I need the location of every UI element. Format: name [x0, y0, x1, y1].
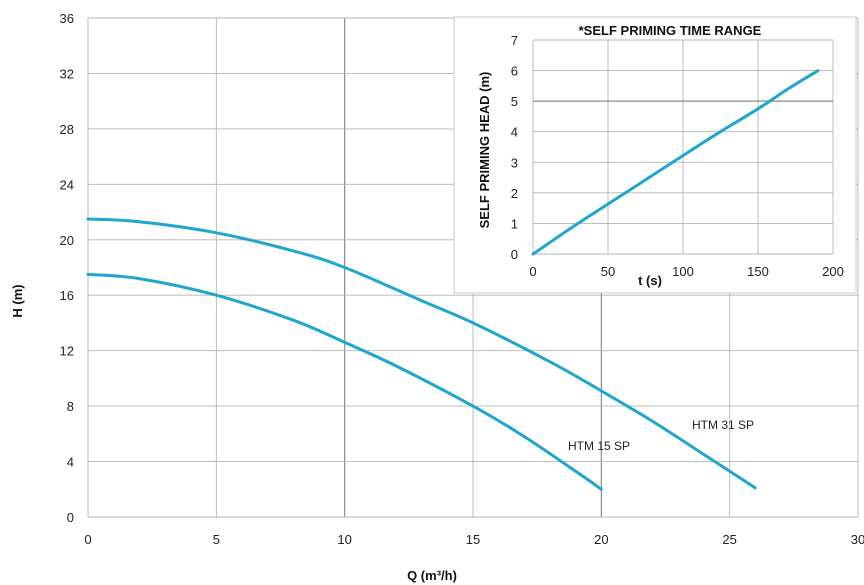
inset-x-tick-label: 200 [822, 264, 844, 279]
inset-y-tick-label: 0 [511, 247, 518, 262]
main-y-tick-label: 28 [60, 122, 74, 137]
series-line-htm-15-sp [86, 272, 603, 491]
inset-x-tick-label: 0 [529, 264, 536, 279]
main-y-tick-label: 24 [60, 177, 74, 192]
series-label-htm-31-sp: HTM 31 SP [692, 418, 754, 432]
inset-y-tick-label: 3 [511, 155, 518, 170]
main-y-tick-label: 4 [67, 455, 74, 470]
main-x-tick-label: 5 [213, 532, 220, 547]
main-y-tick-label: 0 [67, 510, 74, 525]
inset-y-tick-label: 4 [511, 125, 518, 140]
inset-x-axis-title: t (s) [638, 273, 662, 288]
main-y-tick-label: 8 [67, 399, 74, 414]
main-y-tick-label: 36 [60, 11, 74, 26]
main-x-ticks: 0 5 10 15 20 25 30 [84, 532, 864, 547]
main-x-tick-label: 10 [337, 532, 351, 547]
inset-chart: 0 50 100 150 200 0 1 2 3 4 5 6 7 *SELF PRIMING TIME… [453, 16, 857, 294]
main-y-tick-label: 12 [60, 344, 74, 359]
inset-x-tick-label: 150 [747, 264, 769, 279]
inset-series [531, 69, 820, 256]
main-x-tick-label: 15 [466, 532, 480, 547]
main-x-axis-title: Q (m³/h) [407, 568, 457, 583]
inset-title: *SELF PRIMING TIME RANGE [579, 23, 762, 38]
inset-y-tick-label: 2 [511, 186, 518, 201]
inset-y-tick-label: 5 [511, 94, 518, 109]
inset-x-ticks: 0 50 100 150 200 [529, 264, 843, 279]
series-label-htm-15-sp: HTM 15 SP [568, 439, 630, 453]
inset-y-tick-label: 6 [511, 64, 518, 79]
main-series [86, 217, 757, 491]
main-y-ticks: 0 4 8 12 16 20 24 28 32 36 [60, 11, 74, 525]
inset-x-tick-label: 100 [672, 264, 694, 279]
main-y-tick-label: 32 [60, 66, 74, 81]
series-line-htm-31-sp [86, 217, 757, 490]
main-x-tick-label: 20 [594, 532, 608, 547]
inset-x-tick-label: 50 [601, 264, 615, 279]
inset-y-tick-label: 7 [511, 33, 518, 48]
main-y-tick-label: 16 [60, 288, 74, 303]
inset-y-ticks: 0 1 2 3 4 5 6 7 [511, 33, 518, 262]
main-x-tick-label: 0 [84, 532, 91, 547]
main-x-tick-label: 30 [851, 532, 864, 547]
main-y-tick-label: 20 [60, 233, 74, 248]
main-x-tick-label: 25 [722, 532, 736, 547]
inset-background [453, 16, 857, 294]
inset-y-axis-title: SELF PRIMING HEAD (m) [477, 72, 492, 229]
main-y-axis-title: H (m) [10, 284, 25, 317]
inset-series-line [531, 69, 820, 256]
inset-grid [532, 39, 834, 255]
inset-y-tick-label: 1 [511, 216, 518, 231]
